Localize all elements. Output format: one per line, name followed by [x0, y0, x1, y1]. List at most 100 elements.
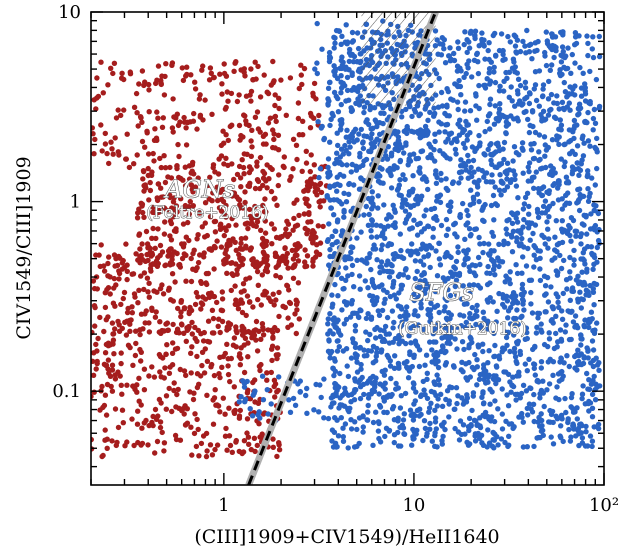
sfg-point	[542, 293, 547, 298]
sfg-point	[248, 406, 253, 411]
sfg-point	[410, 225, 415, 230]
sfg-point	[425, 396, 430, 401]
sfg-point	[528, 42, 533, 47]
agn-point	[274, 356, 279, 361]
agn-point	[200, 117, 205, 122]
agn-point	[260, 169, 265, 174]
sfg-point	[567, 100, 572, 105]
sfg-point	[433, 382, 438, 387]
agn-point	[204, 448, 209, 453]
agn-point	[199, 281, 204, 286]
sfg-point	[498, 192, 503, 197]
sfg-point	[442, 308, 447, 313]
sfg-point	[461, 75, 466, 80]
sfg-point	[495, 141, 500, 146]
sfg-point	[486, 48, 491, 53]
sfg-point	[574, 41, 579, 46]
agn-point	[205, 233, 210, 238]
agn-point	[114, 443, 119, 448]
sfg-point	[521, 171, 526, 176]
sfg-point	[363, 278, 368, 283]
sfg-point	[458, 215, 463, 220]
sfg-point	[594, 320, 599, 325]
sfg-point	[555, 101, 560, 106]
sfg-point	[444, 233, 449, 238]
agn-point	[137, 332, 142, 337]
sfg-point	[551, 55, 556, 60]
sfg-point	[392, 440, 397, 445]
agn-point	[316, 199, 321, 204]
sfg-point	[591, 290, 596, 295]
sfg-point	[374, 354, 379, 359]
sfg-point	[332, 41, 337, 46]
agn-point	[152, 138, 157, 143]
sfg-point	[442, 37, 447, 42]
agn-point	[167, 371, 172, 376]
sfg-point	[388, 376, 393, 381]
sfg-point	[487, 271, 492, 276]
y-tick-label: 0.1	[52, 381, 81, 402]
agn-point	[137, 246, 142, 251]
sfg-point	[326, 416, 331, 421]
sfg-point	[538, 327, 543, 332]
sfg-point	[521, 420, 526, 425]
agn-point	[103, 350, 108, 355]
agn-point	[262, 196, 267, 201]
agn-point	[316, 223, 321, 228]
sfg-point	[532, 86, 537, 91]
agn-point	[269, 241, 274, 246]
sfg-point	[462, 42, 467, 47]
agn-point	[224, 342, 229, 347]
sfg-point	[372, 327, 377, 332]
sfg-point	[518, 83, 523, 88]
sfg-point	[467, 226, 472, 231]
sfg-point	[402, 177, 407, 182]
agn-point	[191, 111, 196, 116]
agn-point	[290, 248, 295, 253]
sfg-point	[556, 178, 561, 183]
agn-point	[204, 454, 209, 459]
sfg-point	[481, 175, 486, 180]
sfg-point	[546, 359, 551, 364]
agn-point	[276, 106, 281, 111]
sfg-point	[506, 217, 511, 222]
sfg-point	[592, 107, 597, 112]
sfg-point	[371, 420, 376, 425]
agn-point	[203, 296, 208, 301]
sfg-point	[357, 307, 362, 312]
sfg-point	[578, 241, 583, 246]
sfg-point	[523, 195, 528, 200]
agn-point	[219, 81, 224, 86]
sfg-point	[443, 362, 448, 367]
sfg-point	[547, 336, 552, 341]
sfg-point	[339, 85, 344, 90]
sfg-point	[531, 186, 536, 191]
sfg-point	[360, 375, 365, 380]
sfg-point	[480, 389, 485, 394]
agn-point	[258, 337, 263, 342]
agn-point	[274, 203, 279, 208]
agn-point	[179, 322, 184, 327]
sfg-point	[331, 69, 336, 74]
sfg-point	[376, 193, 381, 198]
sfg-point	[527, 160, 532, 165]
sfg-point	[540, 379, 545, 384]
sfg-point	[537, 311, 542, 316]
sfg-point	[525, 412, 530, 417]
sfg-point	[521, 217, 526, 222]
sfg-point	[514, 50, 519, 55]
agn-point	[135, 422, 140, 427]
agn-point	[262, 72, 267, 77]
sfg-point	[444, 113, 449, 118]
agn-point	[146, 373, 151, 378]
agn-point	[269, 189, 274, 194]
sfg-point	[431, 339, 436, 344]
agn-point	[157, 319, 162, 324]
sfg-point	[571, 218, 576, 223]
sfg-point	[337, 199, 342, 204]
sfg-point	[546, 79, 551, 84]
sfg-point	[493, 149, 498, 154]
sfg-point	[466, 176, 471, 181]
agn-point	[304, 149, 309, 154]
sfg-point	[422, 418, 427, 423]
